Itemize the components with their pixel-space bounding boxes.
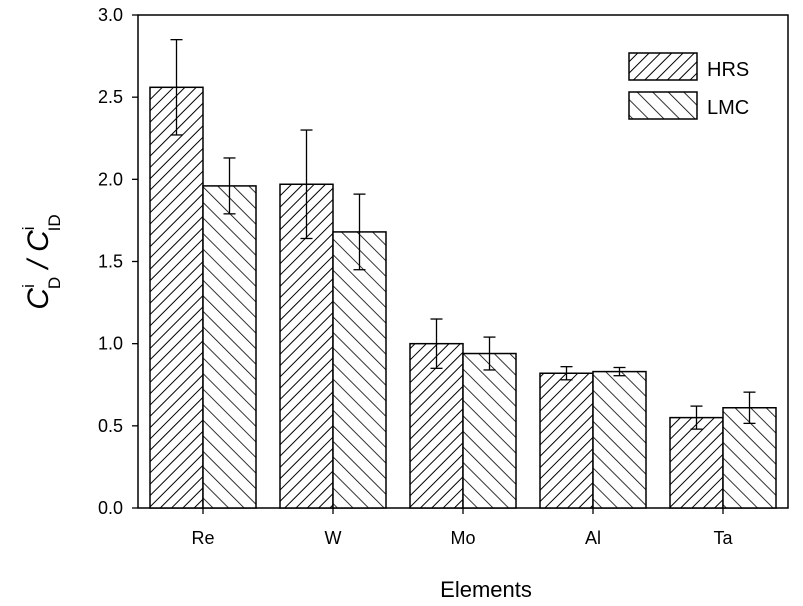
y-tick-label-1.5: 1.5 bbox=[98, 252, 123, 272]
y-tick-label-2.5: 2.5 bbox=[98, 87, 123, 107]
bar-hrs-mo bbox=[409, 342, 464, 509]
x-tick-label-ta: Ta bbox=[713, 528, 733, 548]
error-bar-lmc-re bbox=[223, 157, 236, 215]
legend-swatch-hrs bbox=[628, 52, 698, 81]
error-bar-hrs-al bbox=[560, 366, 573, 381]
y-tick-label-0.5: 0.5 bbox=[98, 416, 123, 436]
bars-group bbox=[149, 86, 777, 509]
error-bar-hrs-mo bbox=[430, 318, 443, 369]
x-axis-title: Elements bbox=[440, 577, 532, 602]
x-tick-label-re: Re bbox=[191, 528, 214, 548]
x-tick-label-al: Al bbox=[585, 528, 601, 548]
y-tick-label-0.0: 0.0 bbox=[98, 498, 123, 518]
ylabel-sub-2: ID bbox=[45, 214, 64, 231]
error-bars-group bbox=[170, 39, 756, 430]
ylabel-sub-1: D bbox=[45, 277, 64, 289]
bar-hrs-ta bbox=[669, 416, 724, 509]
ylabel-separator: / bbox=[22, 252, 55, 277]
error-bar-lmc-w bbox=[353, 193, 366, 271]
error-bar-lmc-ta bbox=[743, 391, 756, 425]
legend-label-lmc: LMC bbox=[707, 97, 749, 119]
ylabel-base-1: C bbox=[22, 288, 55, 310]
x-tick-label-w: W bbox=[325, 528, 342, 548]
bar-lmc-al bbox=[592, 370, 647, 509]
bar-hrs-al bbox=[539, 372, 594, 509]
bar-lmc-mo bbox=[462, 352, 517, 509]
y-tick-label-2.0: 2.0 bbox=[98, 169, 123, 189]
ylabel-sup-2: i bbox=[19, 226, 38, 230]
y-tick-label-1.0: 1.0 bbox=[98, 334, 123, 354]
legend: HRS LMC bbox=[628, 52, 749, 120]
bar-lmc-w bbox=[332, 231, 387, 509]
error-bar-lmc-al bbox=[613, 366, 626, 377]
legend-swatch-lmc bbox=[628, 91, 698, 120]
y-axis-title: Ci D / Ci ID bbox=[19, 214, 64, 309]
error-bar-lmc-mo bbox=[483, 336, 496, 371]
y-tick-label-3.0: 3.0 bbox=[98, 5, 123, 25]
error-bar-hrs-w bbox=[300, 129, 313, 240]
legend-label-hrs: HRS bbox=[707, 59, 749, 81]
ylabel-sup-1: i bbox=[19, 284, 38, 288]
ylabel-base-2: C bbox=[22, 230, 55, 252]
x-tick-label-mo: Mo bbox=[450, 528, 475, 548]
error-bar-hrs-re bbox=[170, 39, 183, 136]
bar-hrs-re bbox=[149, 86, 204, 509]
bar-lmc-re bbox=[202, 185, 257, 509]
x-axis: Re W Mo Al Ta bbox=[191, 508, 733, 548]
y-axis: 0.0 0.5 1.0 1.5 2.0 2.5 3.0 bbox=[98, 5, 138, 518]
error-bar-hrs-ta bbox=[690, 405, 703, 430]
